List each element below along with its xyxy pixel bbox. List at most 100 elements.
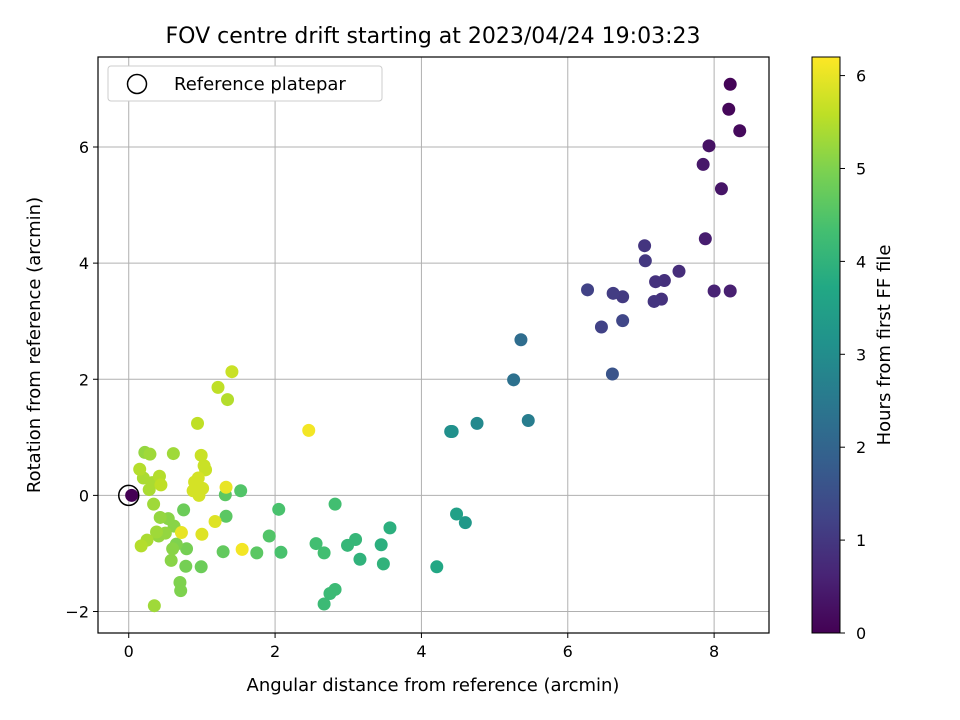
- x-tick-label: 8: [709, 642, 719, 661]
- x-tick-label: 0: [124, 642, 134, 661]
- data-point: [514, 333, 528, 347]
- data-point: [649, 275, 663, 289]
- legend-label: Reference platepar: [174, 74, 346, 95]
- data-point: [605, 367, 619, 381]
- y-tick-label: 2: [79, 370, 89, 389]
- data-point: [521, 413, 535, 427]
- grid-lines: [98, 57, 769, 633]
- data-point: [250, 546, 264, 560]
- data-point: [450, 507, 464, 521]
- y-tick-label: 0: [79, 486, 89, 505]
- data-point: [195, 527, 209, 541]
- data-point: [221, 393, 235, 407]
- data-point: [707, 284, 721, 298]
- data-point: [714, 182, 728, 196]
- plot-frame: [97, 56, 770, 634]
- data-point: [177, 503, 191, 517]
- data-point: [147, 497, 161, 511]
- data-point: [445, 425, 459, 439]
- data-point: [328, 497, 342, 511]
- data-point: [147, 599, 161, 613]
- data-point: [272, 502, 286, 516]
- data-point: [638, 239, 652, 253]
- data-point: [142, 483, 156, 497]
- data-point: [166, 542, 180, 556]
- data-point: [606, 286, 620, 300]
- data-point: [191, 416, 205, 430]
- data-point: [353, 552, 367, 566]
- data-point: [309, 537, 323, 551]
- data-point: [723, 284, 737, 298]
- x-tick-label: 2: [270, 642, 280, 661]
- y-axis-title: Rotation from reference (arcmin): [24, 197, 45, 493]
- data-point: [196, 481, 210, 495]
- data-point: [638, 254, 652, 268]
- x-tick-label: 6: [563, 642, 573, 661]
- data-point: [219, 480, 233, 494]
- colorbar-tick-label: 3: [856, 345, 866, 364]
- data-point: [164, 553, 178, 567]
- reference-marker: [117, 484, 140, 507]
- data-point: [125, 488, 139, 502]
- colorbar-tick-label: 1: [856, 531, 866, 550]
- data-point: [208, 515, 222, 529]
- data-point: [507, 373, 521, 387]
- data-point: [234, 484, 248, 498]
- colorbar-ticks: 0 1 2 3 4 5 6: [840, 67, 866, 643]
- legend: Reference platepar: [107, 65, 383, 102]
- data-point: [647, 294, 661, 308]
- data-point: [133, 462, 147, 476]
- data-point: [722, 102, 736, 116]
- data-points: [117, 77, 747, 613]
- data-point: [317, 597, 331, 611]
- data-point: [696, 157, 710, 171]
- data-point: [262, 529, 276, 543]
- data-point: [219, 509, 233, 523]
- x-tick-label: 4: [416, 642, 426, 661]
- colorbar-tick-label: 5: [856, 159, 866, 178]
- colorbar-tick-label: 6: [856, 67, 866, 86]
- data-point: [317, 546, 331, 560]
- data-point: [470, 416, 484, 430]
- colorbar-tick-label: 4: [856, 252, 866, 271]
- data-point: [150, 525, 164, 539]
- data-point: [698, 232, 712, 246]
- data-point: [430, 560, 444, 574]
- data-point: [376, 557, 390, 571]
- data-point: [594, 320, 608, 334]
- colorbar-tick-label: 0: [856, 624, 866, 643]
- data-point: [672, 264, 686, 278]
- data-point: [166, 447, 180, 461]
- data-point: [154, 478, 168, 492]
- data-point: [174, 584, 188, 598]
- data-point: [143, 447, 157, 461]
- data-point: [211, 380, 225, 394]
- data-point: [733, 124, 747, 138]
- y-tick-label: 6: [79, 138, 89, 157]
- colorbar-tick-label: 2: [856, 438, 866, 457]
- legend-marker-ring: [126, 73, 148, 95]
- data-point: [194, 560, 208, 574]
- y-tick-label: 4: [79, 254, 89, 273]
- y-axis-ticks: −2 0 2 4 6: [65, 138, 98, 622]
- data-point: [458, 516, 472, 530]
- colorbar-label: Hours from first FF file: [874, 245, 895, 446]
- data-point: [581, 283, 595, 297]
- legend-box: [107, 65, 383, 102]
- chart-title: FOV centre drift starting at 2023/04/24 …: [166, 24, 701, 49]
- data-point: [134, 539, 148, 553]
- x-axis-ticks: 0 2 4 6 8: [124, 633, 719, 661]
- y-tick-label: −2: [65, 603, 89, 622]
- data-point: [235, 542, 249, 556]
- data-point: [216, 545, 230, 559]
- data-point: [383, 521, 397, 535]
- data-point: [179, 559, 193, 573]
- data-point: [702, 139, 716, 153]
- colorbar: [811, 56, 841, 634]
- x-axis-title: Angular distance from reference (arcmin): [247, 675, 620, 696]
- data-point: [153, 510, 167, 524]
- data-point: [374, 538, 388, 552]
- data-point: [174, 526, 188, 540]
- data-point: [723, 77, 737, 91]
